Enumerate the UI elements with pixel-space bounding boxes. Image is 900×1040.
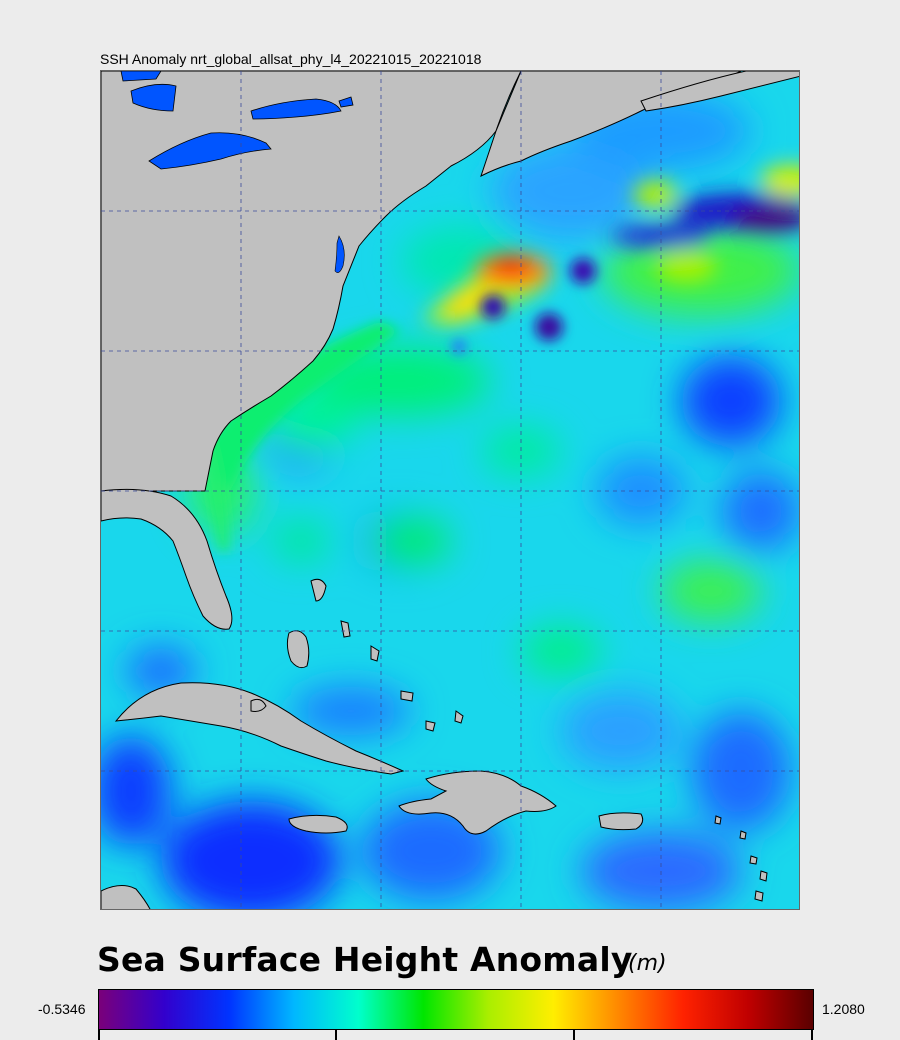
- land: [101, 71, 799, 909]
- florida-peninsula: [101, 488, 233, 630]
- lake-erie: [148, 132, 272, 170]
- colorbar: [98, 989, 814, 1030]
- colorbar-max-label: 1.2080: [822, 1001, 865, 1017]
- cuba: [114, 682, 405, 775]
- chesapeake-bay: [334, 235, 345, 273]
- nova-scotia: [640, 71, 799, 112]
- jamaica: [288, 814, 348, 834]
- map-title: SSH Anomaly nrt_global_allsat_phy_l4_202…: [100, 51, 482, 67]
- hispaniola: [398, 770, 557, 835]
- lake-huron: [130, 83, 177, 112]
- andros-island: [286, 630, 310, 669]
- lake-ontario: [250, 98, 342, 120]
- legend-unit: (m): [628, 951, 667, 976]
- colorbar-tick: [573, 1030, 575, 1040]
- colorbar-tick: [98, 1030, 100, 1040]
- graticule: [101, 71, 799, 909]
- puerto-rico: [598, 812, 644, 831]
- ssh-anomaly-map[interactable]: [100, 70, 800, 910]
- great-lakes: [120, 71, 354, 170]
- north-america-landmass: [101, 71, 522, 492]
- colorbar-tick: [811, 1030, 813, 1040]
- colorbar-min-label: -0.5346: [38, 1001, 86, 1017]
- legend-title: Sea Surface Height Anomaly: [97, 940, 633, 979]
- south-america-corner: [101, 885, 151, 909]
- colorbar-tick: [335, 1030, 337, 1040]
